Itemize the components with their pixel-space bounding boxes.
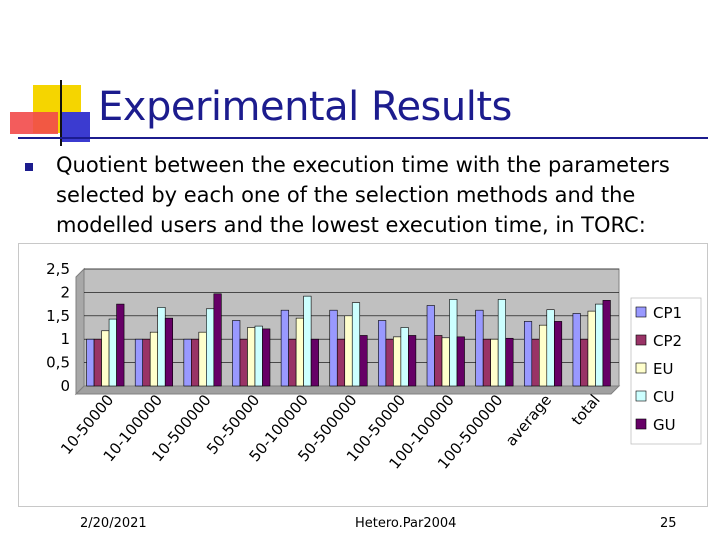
y-tick-label: 2,5 <box>46 260 70 278</box>
bar-gu <box>116 303 125 387</box>
bar-eu <box>587 310 596 387</box>
logo-vertical-line <box>60 80 62 146</box>
bar-cp1 <box>426 305 435 387</box>
bullet-square-icon <box>25 163 33 171</box>
bar-cp2 <box>580 338 589 387</box>
title-divider <box>18 137 708 139</box>
bar-cp2 <box>385 338 394 387</box>
bar-cp1 <box>280 309 289 387</box>
bar-gu <box>456 336 465 387</box>
bar-gu <box>310 338 319 387</box>
footer-page-number: 25 <box>660 516 677 531</box>
bar-gu <box>602 300 611 387</box>
logo-red-bar <box>10 112 58 134</box>
bar-chart: 00,511,522,510-5000010-10000010-50000050… <box>46 260 702 473</box>
bar-cp1 <box>86 338 95 387</box>
legend-label: CU <box>653 388 674 406</box>
slide-title: Experimental Results <box>98 84 512 130</box>
bar-cp2 <box>142 338 151 387</box>
legend-label: GU <box>653 416 676 434</box>
bar-cp1 <box>232 320 241 387</box>
bar-cu <box>351 302 361 387</box>
bar-cu <box>108 318 117 387</box>
legend-label: EU <box>653 360 673 378</box>
bar-cu <box>595 303 604 387</box>
bar-cp2 <box>531 338 540 387</box>
bar-cp1 <box>523 321 533 387</box>
bar-cp1 <box>378 320 387 387</box>
bar-cp1 <box>134 338 144 387</box>
y-tick-label: 1 <box>60 330 70 348</box>
chart-container: 0 0,5 1 1,5 2 2,5 10-50000 10-100000 10-500000 50… <box>18 243 708 507</box>
plot-side-wall <box>75 267 85 396</box>
bar-eu <box>149 331 159 387</box>
y-tick-label: 0,5 <box>46 354 70 372</box>
bar-gu <box>408 335 417 387</box>
bar-gu <box>359 335 368 387</box>
bar-cu <box>206 308 215 387</box>
legend-swatch-gu <box>635 418 647 430</box>
slide-body-text: Quotient between the execution time with… <box>56 153 670 237</box>
legend-label: CP2 <box>653 332 682 350</box>
bar-cp2 <box>336 338 346 387</box>
legend-swatch-eu <box>635 362 647 374</box>
bar-cu <box>157 307 166 387</box>
bar-eu <box>101 330 110 387</box>
y-tick-label: 0 <box>60 377 70 395</box>
bar-eu <box>344 315 353 387</box>
legend-swatch-cu <box>635 390 647 402</box>
bar-eu <box>295 317 304 387</box>
y-tick-label: 1,5 <box>46 307 70 325</box>
legend-swatch-cp1 <box>635 306 647 318</box>
bar-cu <box>449 299 458 387</box>
bar-eu <box>490 338 499 387</box>
bar-eu <box>247 327 256 387</box>
bar-cu <box>303 295 312 387</box>
bar-eu <box>538 324 548 387</box>
bar-cp2 <box>93 338 102 387</box>
footer-date: 2/20/2021 <box>80 516 147 531</box>
bar-cp2 <box>239 338 248 387</box>
bar-gu <box>164 317 174 387</box>
bar-cu <box>254 325 263 387</box>
bar-cu <box>497 299 506 387</box>
bar-gu <box>505 337 514 387</box>
footer-center-text: Hetero.Par2004 <box>355 516 457 531</box>
legend-swatch-cp2 <box>635 334 647 346</box>
bar-cp2 <box>191 338 200 387</box>
bar-cp2 <box>482 338 491 387</box>
x-tick-label: average <box>502 391 555 450</box>
bar-cp2 <box>288 338 297 387</box>
bar-cp1 <box>572 313 581 387</box>
bar-gu <box>262 328 271 387</box>
bar-cp1 <box>183 338 192 387</box>
bar-cp1 <box>475 309 484 387</box>
bar-eu <box>441 337 450 387</box>
bar-cp2 <box>434 335 443 387</box>
x-tick-label: total <box>568 391 604 429</box>
bar-cu <box>546 309 555 387</box>
y-tick-label: 2 <box>60 283 70 301</box>
bar-gu <box>553 321 563 387</box>
bar-gu <box>213 293 222 387</box>
bar-cp1 <box>329 309 338 387</box>
bar-eu <box>198 331 207 387</box>
legend-label: CP1 <box>653 304 682 322</box>
bar-cu <box>400 327 409 387</box>
bar-eu <box>393 336 402 387</box>
